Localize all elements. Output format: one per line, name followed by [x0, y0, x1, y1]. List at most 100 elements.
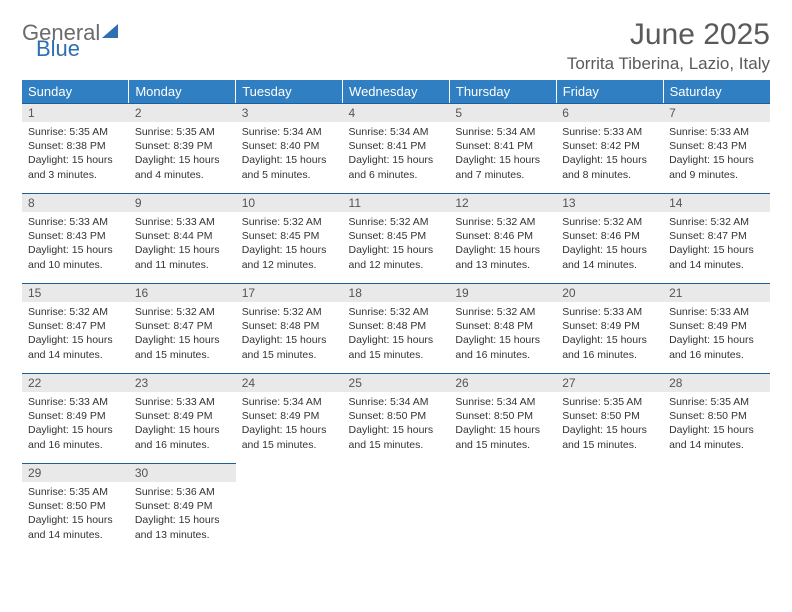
- calendar-week-row: 22Sunrise: 5:33 AMSunset: 8:49 PMDayligh…: [22, 373, 770, 463]
- calendar-cell: 17Sunrise: 5:32 AMSunset: 8:48 PMDayligh…: [236, 283, 343, 373]
- day-number: 29: [22, 463, 129, 482]
- weekday-header: Monday: [129, 80, 236, 103]
- day-number: 12: [449, 193, 556, 212]
- calendar-cell: [236, 463, 343, 553]
- calendar-cell: 10Sunrise: 5:32 AMSunset: 8:45 PMDayligh…: [236, 193, 343, 283]
- day-body: Sunrise: 5:35 AMSunset: 8:38 PMDaylight:…: [22, 122, 129, 188]
- day-body: Sunrise: 5:34 AMSunset: 8:41 PMDaylight:…: [343, 122, 450, 188]
- weekday-header: Sunday: [22, 80, 129, 103]
- weekday-header: Saturday: [663, 80, 770, 103]
- weekday-header: Tuesday: [236, 80, 343, 103]
- day-number: 11: [343, 193, 450, 212]
- day-body: Sunrise: 5:34 AMSunset: 8:49 PMDaylight:…: [236, 392, 343, 458]
- calendar-cell: 30Sunrise: 5:36 AMSunset: 8:49 PMDayligh…: [129, 463, 236, 553]
- calendar-cell: 12Sunrise: 5:32 AMSunset: 8:46 PMDayligh…: [449, 193, 556, 283]
- day-body: Sunrise: 5:35 AMSunset: 8:39 PMDaylight:…: [129, 122, 236, 188]
- logo-triangle-icon: [102, 24, 118, 38]
- calendar-cell: 1Sunrise: 5:35 AMSunset: 8:38 PMDaylight…: [22, 103, 129, 193]
- calendar-cell: 16Sunrise: 5:32 AMSunset: 8:47 PMDayligh…: [129, 283, 236, 373]
- day-body: Sunrise: 5:33 AMSunset: 8:49 PMDaylight:…: [663, 302, 770, 368]
- weekday-header: Thursday: [449, 80, 556, 103]
- day-body: Sunrise: 5:32 AMSunset: 8:45 PMDaylight:…: [236, 212, 343, 278]
- calendar-table: SundayMondayTuesdayWednesdayThursdayFrid…: [22, 80, 770, 553]
- day-number: 23: [129, 373, 236, 392]
- logo-blue: Blue: [36, 38, 118, 60]
- day-body: Sunrise: 5:33 AMSunset: 8:44 PMDaylight:…: [129, 212, 236, 278]
- day-body: Sunrise: 5:33 AMSunset: 8:43 PMDaylight:…: [663, 122, 770, 188]
- day-number: 15: [22, 283, 129, 302]
- day-number: 24: [236, 373, 343, 392]
- day-body: Sunrise: 5:33 AMSunset: 8:43 PMDaylight:…: [22, 212, 129, 278]
- calendar-cell: [663, 463, 770, 553]
- day-number: 25: [343, 373, 450, 392]
- calendar-cell: 28Sunrise: 5:35 AMSunset: 8:50 PMDayligh…: [663, 373, 770, 463]
- logo-text: General Blue: [22, 22, 118, 60]
- day-number: 18: [343, 283, 450, 302]
- day-body: Sunrise: 5:33 AMSunset: 8:49 PMDaylight:…: [556, 302, 663, 368]
- weekday-header-row: SundayMondayTuesdayWednesdayThursdayFrid…: [22, 80, 770, 103]
- logo: General Blue: [22, 22, 118, 60]
- calendar-cell: [343, 463, 450, 553]
- day-number: 4: [343, 103, 450, 122]
- page-title: June 2025: [567, 18, 770, 52]
- day-number: 13: [556, 193, 663, 212]
- day-number: 10: [236, 193, 343, 212]
- day-body: Sunrise: 5:32 AMSunset: 8:48 PMDaylight:…: [236, 302, 343, 368]
- calendar-cell: 4Sunrise: 5:34 AMSunset: 8:41 PMDaylight…: [343, 103, 450, 193]
- calendar-cell: 11Sunrise: 5:32 AMSunset: 8:45 PMDayligh…: [343, 193, 450, 283]
- calendar-cell: 8Sunrise: 5:33 AMSunset: 8:43 PMDaylight…: [22, 193, 129, 283]
- day-number: 21: [663, 283, 770, 302]
- day-number: 2: [129, 103, 236, 122]
- day-number: 20: [556, 283, 663, 302]
- calendar-cell: 27Sunrise: 5:35 AMSunset: 8:50 PMDayligh…: [556, 373, 663, 463]
- day-number: 28: [663, 373, 770, 392]
- calendar-cell: 5Sunrise: 5:34 AMSunset: 8:41 PMDaylight…: [449, 103, 556, 193]
- day-body: Sunrise: 5:34 AMSunset: 8:50 PMDaylight:…: [343, 392, 450, 458]
- calendar-cell: 18Sunrise: 5:32 AMSunset: 8:48 PMDayligh…: [343, 283, 450, 373]
- day-body: Sunrise: 5:32 AMSunset: 8:47 PMDaylight:…: [22, 302, 129, 368]
- day-number: 26: [449, 373, 556, 392]
- calendar-cell: 25Sunrise: 5:34 AMSunset: 8:50 PMDayligh…: [343, 373, 450, 463]
- day-body: Sunrise: 5:33 AMSunset: 8:49 PMDaylight:…: [22, 392, 129, 458]
- calendar-cell: 9Sunrise: 5:33 AMSunset: 8:44 PMDaylight…: [129, 193, 236, 283]
- calendar-cell: 20Sunrise: 5:33 AMSunset: 8:49 PMDayligh…: [556, 283, 663, 373]
- calendar-cell: 29Sunrise: 5:35 AMSunset: 8:50 PMDayligh…: [22, 463, 129, 553]
- day-number: 8: [22, 193, 129, 212]
- weekday-header: Friday: [556, 80, 663, 103]
- calendar-week-row: 1Sunrise: 5:35 AMSunset: 8:38 PMDaylight…: [22, 103, 770, 193]
- calendar-cell: 22Sunrise: 5:33 AMSunset: 8:49 PMDayligh…: [22, 373, 129, 463]
- day-body: Sunrise: 5:34 AMSunset: 8:40 PMDaylight:…: [236, 122, 343, 188]
- day-body: Sunrise: 5:34 AMSunset: 8:41 PMDaylight:…: [449, 122, 556, 188]
- calendar-cell: 24Sunrise: 5:34 AMSunset: 8:49 PMDayligh…: [236, 373, 343, 463]
- day-number: 27: [556, 373, 663, 392]
- day-number: 14: [663, 193, 770, 212]
- calendar-cell: 13Sunrise: 5:32 AMSunset: 8:46 PMDayligh…: [556, 193, 663, 283]
- calendar-week-row: 15Sunrise: 5:32 AMSunset: 8:47 PMDayligh…: [22, 283, 770, 373]
- calendar-cell: 19Sunrise: 5:32 AMSunset: 8:48 PMDayligh…: [449, 283, 556, 373]
- calendar-cell: 6Sunrise: 5:33 AMSunset: 8:42 PMDaylight…: [556, 103, 663, 193]
- day-body: Sunrise: 5:35 AMSunset: 8:50 PMDaylight:…: [556, 392, 663, 458]
- day-number: 5: [449, 103, 556, 122]
- day-number: 3: [236, 103, 343, 122]
- title-block: June 2025 Torrita Tiberina, Lazio, Italy: [567, 18, 770, 74]
- day-body: Sunrise: 5:35 AMSunset: 8:50 PMDaylight:…: [663, 392, 770, 458]
- day-body: Sunrise: 5:32 AMSunset: 8:46 PMDaylight:…: [449, 212, 556, 278]
- calendar-cell: [556, 463, 663, 553]
- day-body: Sunrise: 5:32 AMSunset: 8:47 PMDaylight:…: [663, 212, 770, 278]
- day-body: Sunrise: 5:32 AMSunset: 8:46 PMDaylight:…: [556, 212, 663, 278]
- calendar-cell: 21Sunrise: 5:33 AMSunset: 8:49 PMDayligh…: [663, 283, 770, 373]
- calendar-cell: 15Sunrise: 5:32 AMSunset: 8:47 PMDayligh…: [22, 283, 129, 373]
- day-number: 7: [663, 103, 770, 122]
- calendar-week-row: 8Sunrise: 5:33 AMSunset: 8:43 PMDaylight…: [22, 193, 770, 283]
- day-number: 16: [129, 283, 236, 302]
- day-body: Sunrise: 5:34 AMSunset: 8:50 PMDaylight:…: [449, 392, 556, 458]
- calendar-cell: 2Sunrise: 5:35 AMSunset: 8:39 PMDaylight…: [129, 103, 236, 193]
- day-number: 1: [22, 103, 129, 122]
- calendar-cell: 26Sunrise: 5:34 AMSunset: 8:50 PMDayligh…: [449, 373, 556, 463]
- day-body: Sunrise: 5:32 AMSunset: 8:48 PMDaylight:…: [343, 302, 450, 368]
- day-number: 30: [129, 463, 236, 482]
- weekday-header: Wednesday: [343, 80, 450, 103]
- day-number: 9: [129, 193, 236, 212]
- day-number: 17: [236, 283, 343, 302]
- day-body: Sunrise: 5:32 AMSunset: 8:47 PMDaylight:…: [129, 302, 236, 368]
